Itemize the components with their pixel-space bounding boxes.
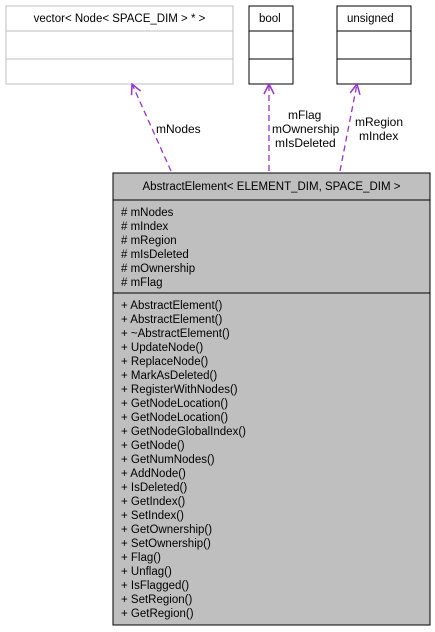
method-row-19: + Unflag() [121,566,172,578]
method-row-16: + GetOwnership() [121,524,212,536]
method-row-12: + AddNode() [121,468,186,480]
vector-edge-label: mNodes [156,122,201,136]
method-row-8: + GetNodeLocation() [121,412,228,424]
bool-edge-label-mownership: mOwnership [272,122,340,136]
method-row-18: + Flag() [121,552,161,564]
method-row-3: + UpdateNode() [121,342,203,354]
unsigned-class-title: unsigned [347,13,394,25]
method-row-7: + GetNodeLocation() [121,398,228,410]
method-row-2: + ~AbstractElement() [121,328,230,340]
method-row-15: + SetIndex() [121,510,184,522]
method-row-5: + MarkAsDeleted() [121,370,217,382]
vector-dependency-arrow [132,84,172,172]
method-row-10: + GetNode() [121,440,185,452]
method-row-6: + RegisterWithNodes() [121,384,238,396]
method-row-11: + GetNumNodes() [121,454,215,466]
vector-class-title: vector< Node< SPACE_DIM > * > [34,13,206,25]
method-row-1: + AbstractElement() [121,314,222,326]
bool-edge-label-mflag: mFlag [288,108,321,122]
method-row-20: + IsFlagged() [121,580,189,592]
unsigned-edge-label-mregion: mRegion [355,115,403,129]
method-row-9: + GetNodeGlobalIndex() [121,426,246,438]
attribute-row-2: # mRegion [121,235,177,247]
method-row-4: + ReplaceNode() [121,356,208,368]
method-list: + AbstractElement() + AbstractElement() + … [121,300,246,620]
bool-class-title: bool [259,13,281,25]
attribute-row-4: # mOwnership [121,263,195,275]
method-row-14: + GetIndex() [121,496,185,508]
attribute-row-5: # mFlag [121,277,163,289]
attribute-row-1: # mIndex [121,221,169,233]
bool-edge-label-misdeleted: mIsDeleted [275,136,336,150]
unsigned-dependency-arrow [339,84,357,172]
abstract-element-title: AbstractElement< ELEMENT_DIM, SPACE_DIM … [143,181,401,193]
unsigned-edge-label-mindex: mIndex [359,129,398,143]
method-row-22: + GetRegion() [121,608,194,620]
unsigned-class-box[interactable]: unsigned [336,5,412,85]
method-row-21: + SetRegion() [121,594,192,606]
method-row-0: + AbstractElement() [121,300,222,312]
attribute-row-0: # mNodes [121,207,174,219]
attribute-row-3: # mIsDeleted [121,249,189,261]
method-row-13: + IsDeleted() [121,482,187,494]
method-row-17: + SetOwnership() [121,538,211,550]
vector-class-box[interactable]: vector< Node< SPACE_DIM > * > [5,5,234,85]
bool-class-box[interactable]: bool [248,5,294,85]
attribute-list: # mNodes # mIndex # mRegion # mIsDeleted # m… [121,207,195,289]
abstract-element-class-box[interactable]: AbstractElement< ELEMENT_DIM, SPACE_DIM … [112,172,431,626]
